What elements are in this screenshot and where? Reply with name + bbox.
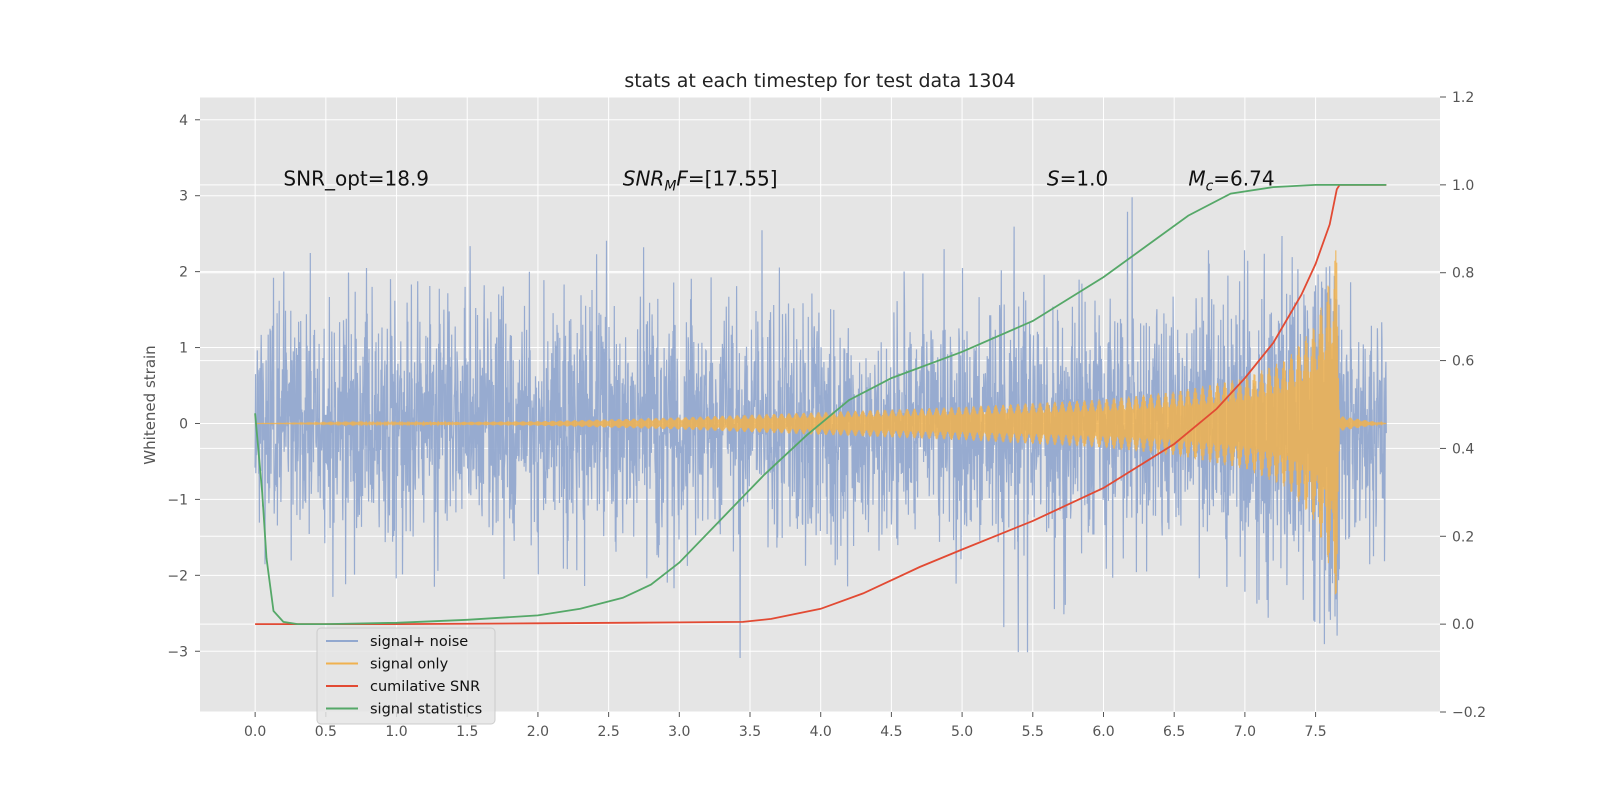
x-tick-label: 2.0 bbox=[527, 724, 549, 740]
y2-tick-label: −0.2 bbox=[1452, 705, 1486, 721]
legend-label: signal+ noise bbox=[370, 634, 468, 650]
x-tick-label: 2.5 bbox=[597, 724, 619, 740]
y-tick-label: 1 bbox=[179, 341, 188, 357]
x-tick-label: 3.0 bbox=[668, 724, 690, 740]
x-tick-label: 4.0 bbox=[810, 724, 832, 740]
chart-title: stats at each timestep for test data 130… bbox=[624, 70, 1015, 92]
y2-tick-label: 0.2 bbox=[1452, 529, 1474, 545]
y-tick-label: −2 bbox=[167, 568, 188, 584]
series-signal-only bbox=[255, 250, 1387, 595]
annotations: SNR_opt=18.9 SNRMF=[17.55] S=1.0 Mc=6.74 bbox=[283, 167, 1274, 195]
y-tick-label: 0 bbox=[179, 416, 188, 432]
x-tick-label: 0.0 bbox=[244, 724, 266, 740]
y2-tick-label: 1.0 bbox=[1452, 178, 1474, 194]
y2-tick-label: 0.4 bbox=[1452, 441, 1474, 457]
legend-label: signal statistics bbox=[370, 702, 482, 718]
legend-box bbox=[316, 627, 496, 725]
x-tick-label: 7.0 bbox=[1234, 724, 1256, 740]
axes: 0.0 0.5 1.0 1.5 2.0 2.5 3.0 3.5 4.0 4.5 5.0 5.5 6.0 6… bbox=[167, 90, 1486, 740]
y-tick-label: 2 bbox=[179, 265, 188, 281]
annotation: SNRMF=[17.55] bbox=[623, 167, 778, 195]
y2-tick-label: 0.8 bbox=[1452, 266, 1474, 282]
annotation: SNR_opt=18.9 bbox=[283, 167, 429, 191]
legend-label: signal only bbox=[370, 657, 449, 673]
series-signal-noise bbox=[254, 197, 1387, 659]
x-tick-label: 6.5 bbox=[1163, 724, 1185, 740]
annotation: S=1.0 bbox=[1047, 167, 1108, 191]
y2-tick-label: 0.6 bbox=[1452, 354, 1474, 370]
y-tick-label: −3 bbox=[167, 644, 188, 660]
x-tick-label: 6.0 bbox=[1092, 724, 1114, 740]
y2-tick-label: 0.0 bbox=[1452, 617, 1474, 633]
y-axis-label: Whitened strain bbox=[141, 345, 159, 464]
y2-tick-label: 1.2 bbox=[1452, 90, 1474, 106]
legend: signal+ noise signal only cumilative SNR si… bbox=[316, 627, 496, 725]
series-layer bbox=[254, 184, 1387, 659]
x-tick-label: 5.0 bbox=[951, 724, 973, 740]
x-tick-label: 4.5 bbox=[880, 724, 902, 740]
y-tick-label: 3 bbox=[179, 189, 188, 205]
series-signal-statistics bbox=[254, 184, 1387, 625]
x-tick-label: 0.5 bbox=[315, 724, 337, 740]
x-tick-label: 3.5 bbox=[739, 724, 761, 740]
y-tick-label: 4 bbox=[179, 113, 188, 129]
y-tick-label: −1 bbox=[167, 492, 188, 508]
x-tick-label: 7.5 bbox=[1304, 724, 1326, 740]
x-tick-label: 1.5 bbox=[456, 724, 478, 740]
x-tick-label: 1.0 bbox=[385, 724, 407, 740]
series-cumulative-snr bbox=[255, 184, 1387, 625]
x-tick-label: 5.5 bbox=[1022, 724, 1044, 740]
annotation: Mc=6.74 bbox=[1188, 167, 1274, 195]
legend-label: cumilative SNR bbox=[370, 679, 480, 695]
